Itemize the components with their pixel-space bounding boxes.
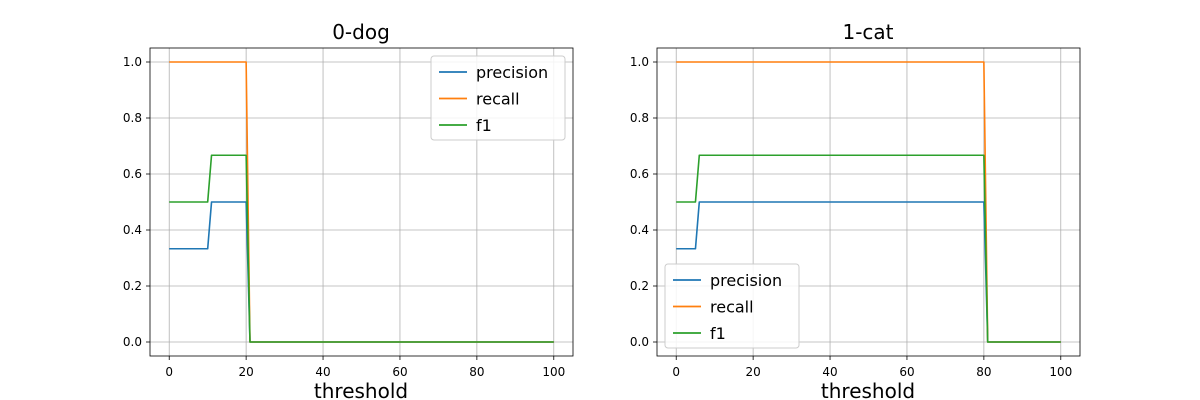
- chart-panel-dog: 0-dog 0 20 40 60 80 100 0.0 0.2 0.4 0.6 0.8 1.0 thr…: [123, 20, 574, 400]
- x-axis-label: threshold: [314, 379, 408, 400]
- legend: precision recall f1: [664, 263, 800, 349]
- legend-box: [430, 55, 566, 141]
- axis-ticks: 0 20 40 60 80 100 0.0 0.2 0.4 0.6 0.8 1.0: [630, 55, 1072, 379]
- plot-frame: [149, 47, 574, 357]
- x-tick-label: 40: [822, 365, 837, 379]
- legend: precision recall f1: [430, 55, 566, 141]
- legend-label-f1: f1: [476, 116, 492, 135]
- y-tick-label: 0.8: [630, 111, 649, 125]
- x-tick-label: 100: [1049, 365, 1072, 379]
- chart-panel-cat: 1-cat 0 20 40 60 80 100 0.0 0.2 0.4 0.6 0.8 1.0 thr…: [630, 20, 1081, 400]
- series-line-f1: [676, 154, 1061, 343]
- x-tick-label: 20: [745, 365, 760, 379]
- x-tick-label: 0: [165, 365, 173, 379]
- y-tick-label: 1.0: [123, 55, 142, 69]
- series-lines: [676, 61, 1061, 343]
- x-tick-label: 0: [672, 365, 680, 379]
- series-line-f1: [169, 154, 554, 343]
- x-tick-label: 20: [238, 365, 253, 379]
- series-lines: [169, 61, 554, 343]
- x-tick-label: 80: [469, 365, 484, 379]
- chart-title: 1-cat: [842, 20, 893, 44]
- legend-label-precision: precision: [710, 271, 782, 290]
- axis-ticks: 0 20 40 60 80 100 0.0 0.2 0.4 0.6 0.8 1.0: [123, 55, 565, 379]
- legend-label-recall: recall: [710, 298, 754, 317]
- plot-frame: [656, 47, 1081, 357]
- x-tick-label: 100: [542, 365, 565, 379]
- x-axis-label: threshold: [821, 379, 915, 400]
- legend-label-recall: recall: [476, 90, 520, 109]
- legend-label-precision: precision: [476, 63, 548, 82]
- y-tick-label: 1.0: [630, 55, 649, 69]
- y-tick-label: 0.2: [123, 279, 142, 293]
- y-tick-label: 0.4: [630, 223, 649, 237]
- x-tick-label: 80: [976, 365, 991, 379]
- legend-box: [664, 263, 800, 349]
- x-tick-label: 60: [392, 365, 407, 379]
- y-tick-label: 0.0: [630, 335, 649, 349]
- x-tick-label: 40: [315, 365, 330, 379]
- chart-title: 0-dog: [332, 20, 390, 44]
- y-tick-label: 0.4: [123, 223, 142, 237]
- y-tick-label: 0.8: [123, 111, 142, 125]
- y-tick-label: 0.6: [630, 167, 649, 181]
- x-tick-label: 60: [899, 365, 914, 379]
- y-tick-label: 0.6: [123, 167, 142, 181]
- legend-label-f1: f1: [710, 324, 726, 343]
- y-tick-label: 0.0: [123, 335, 142, 349]
- y-tick-label: 0.2: [630, 279, 649, 293]
